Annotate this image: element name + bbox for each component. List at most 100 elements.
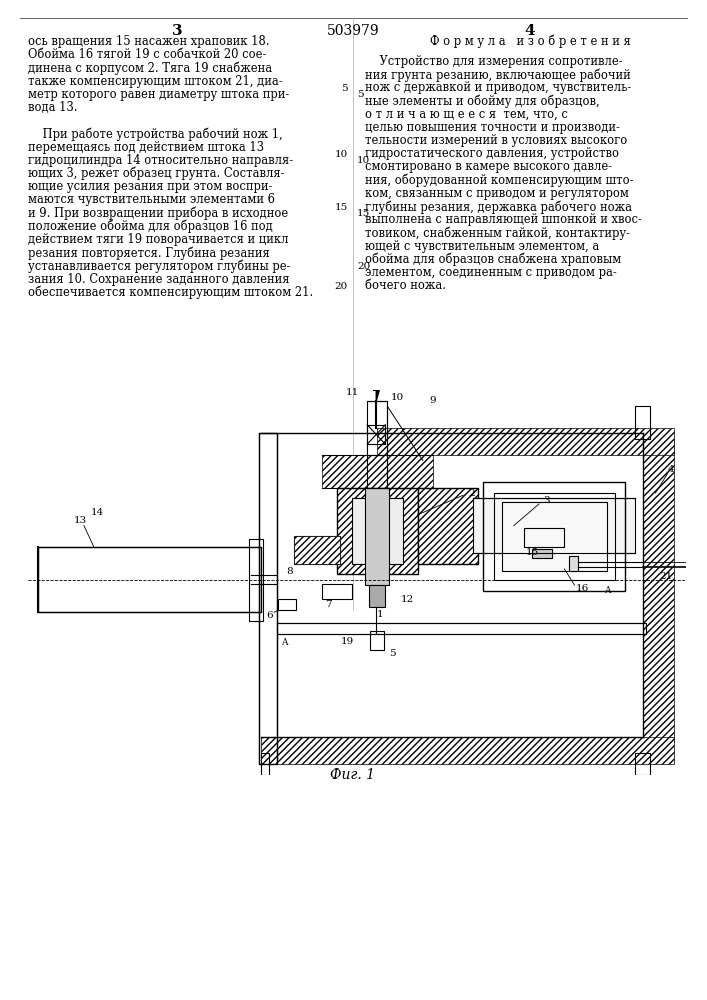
Text: действием тяги 19 поворачивается и цикл: действием тяги 19 поворачивается и цикл: [28, 233, 288, 246]
Bar: [524, 528, 564, 547]
Bar: [294, 536, 340, 564]
Bar: [352, 498, 402, 564]
Text: выполнена с направляющей шпонкой и хвос-: выполнена с направляющей шпонкой и хвос-: [365, 213, 642, 226]
Text: элементом, соединенным с приводом ра-: элементом, соединенным с приводом ра-: [365, 266, 617, 279]
Text: перемещаясь под действием штока 13: перемещаясь под действием штока 13: [28, 141, 264, 154]
Text: резания повторяется. Глубина резания: резания повторяется. Глубина резания: [28, 246, 270, 260]
Bar: [635, 406, 650, 439]
Text: обойма для образцов снабжена храповым: обойма для образцов снабжена храповым: [365, 253, 621, 266]
Bar: [322, 455, 433, 488]
Bar: [367, 425, 385, 444]
Text: 5: 5: [357, 90, 363, 99]
Text: 3: 3: [172, 24, 182, 38]
Bar: [378, 428, 674, 455]
Text: Устройство для измерения сопротивле-: Устройство для измерения сопротивле-: [365, 55, 623, 68]
Bar: [370, 631, 385, 650]
Bar: [569, 556, 578, 571]
Bar: [369, 585, 385, 607]
Text: смонтировано в камере высокого давле-: смонтировано в камере высокого давле-: [365, 160, 612, 173]
Text: 1: 1: [377, 610, 384, 619]
Bar: [418, 488, 479, 564]
Bar: [502, 502, 607, 571]
Text: ные элементы и обойму для образцов,: ные элементы и обойму для образцов,: [365, 94, 600, 108]
Text: 16: 16: [576, 584, 589, 593]
Text: 10: 10: [357, 156, 370, 165]
Text: нож с державкой и приводом, чувствитель-: нож с державкой и приводом, чувствитель-: [365, 81, 631, 94]
Text: целью повышения точности и производи-: целью повышения точности и производи-: [365, 121, 620, 134]
Bar: [278, 599, 296, 610]
Bar: [38, 547, 261, 612]
Text: 4: 4: [667, 465, 674, 474]
Text: 15: 15: [525, 548, 539, 557]
Polygon shape: [373, 390, 379, 401]
Bar: [418, 488, 479, 564]
Text: A: A: [281, 638, 288, 647]
Text: и 9. При возвращении прибора в исходное: и 9. При возвращении прибора в исходное: [28, 207, 288, 220]
Text: Ф о р м у л а   и з о б р е т е н и я: Ф о р м у л а и з о б р е т е н и я: [430, 35, 631, 48]
Bar: [259, 433, 277, 764]
Text: ющих 3, режет образец грунта. Составля-: ющих 3, режет образец грунта. Составля-: [28, 167, 284, 180]
Text: 19: 19: [340, 637, 354, 646]
Text: 20: 20: [357, 262, 370, 271]
Bar: [337, 488, 418, 574]
Text: Фиг. 1: Фиг. 1: [330, 768, 375, 782]
Text: ния, оборудованной компенсирующим што-: ния, оборудованной компенсирующим што-: [365, 174, 633, 187]
Bar: [367, 401, 387, 488]
Text: 14: 14: [90, 508, 104, 517]
Bar: [261, 753, 269, 775]
Bar: [249, 539, 263, 621]
Text: тельности измерений в условиях высокого: тельности измерений в условиях высокого: [365, 134, 627, 147]
Text: 15: 15: [357, 209, 370, 218]
Text: 15: 15: [334, 203, 348, 212]
Text: ющие усилия резания при этом воспри-: ющие усилия резания при этом воспри-: [28, 180, 272, 193]
Bar: [322, 584, 352, 599]
Text: 10: 10: [334, 150, 348, 159]
Bar: [261, 737, 674, 764]
Text: зания 10. Сохранение заданного давления: зания 10. Сохранение заданного давления: [28, 273, 289, 286]
Text: устанавливается регулятором глубины ре-: устанавливается регулятором глубины ре-: [28, 259, 291, 273]
Text: 21: 21: [659, 572, 672, 581]
Text: 7: 7: [325, 600, 332, 609]
Text: 8: 8: [286, 567, 293, 576]
Text: ось вращения 15 насажен храповик 18.: ось вращения 15 насажен храповик 18.: [28, 35, 269, 48]
Bar: [643, 439, 674, 742]
Text: ния грунта резанию, включающее рабочий: ния грунта резанию, включающее рабочий: [365, 68, 631, 82]
Bar: [635, 753, 650, 775]
Text: 9: 9: [430, 396, 436, 405]
Bar: [337, 488, 418, 574]
Text: бочего ножа.: бочего ножа.: [365, 279, 446, 292]
Bar: [493, 493, 615, 580]
Text: 12: 12: [401, 595, 414, 604]
Text: товиком, снабженным гайкой, контактиру-: товиком, снабженным гайкой, контактиру-: [365, 226, 630, 240]
Bar: [365, 488, 390, 585]
Text: 10: 10: [391, 393, 404, 402]
Text: о т л и ч а ю щ е е с я  тем, что, с: о т л и ч а ю щ е е с я тем, что, с: [365, 108, 568, 121]
Text: 4: 4: [525, 24, 535, 38]
Text: положение обойма для образцов 16 под: положение обойма для образцов 16 под: [28, 220, 273, 233]
Text: Обойма 16 тягой 19 с собачкой 20 сое-: Обойма 16 тягой 19 с собачкой 20 сое-: [28, 48, 267, 61]
Text: ющей с чувствительным элементом, а: ющей с чувствительным элементом, а: [365, 240, 600, 253]
Text: 11: 11: [345, 388, 358, 397]
Text: 503979: 503979: [327, 24, 380, 38]
Text: 3: 3: [543, 496, 549, 505]
Text: гидроцилиндра 14 относительно направля-: гидроцилиндра 14 относительно направля-: [28, 154, 293, 167]
Text: глубины резания, державка рабочего ножа: глубины резания, державка рабочего ножа: [365, 200, 632, 214]
Text: также компенсирующим штоком 21, диа-: также компенсирующим штоком 21, диа-: [28, 75, 283, 88]
Text: динена с корпусом 2. Тяга 19 снабжена: динена с корпусом 2. Тяга 19 снабжена: [28, 61, 272, 75]
Text: A: A: [604, 586, 610, 595]
Bar: [277, 623, 646, 634]
Text: При работе устройства рабочий нож 1,: При работе устройства рабочий нож 1,: [28, 127, 283, 141]
Text: гидростатического давления, устройство: гидростатического давления, устройство: [365, 147, 619, 160]
Text: 20: 20: [334, 282, 348, 291]
Text: маются чувствительными элементами 6: маются чувствительными элементами 6: [28, 193, 275, 206]
Text: 5: 5: [389, 649, 396, 658]
Bar: [532, 549, 552, 558]
Text: ком, связанным с приводом и регулятором: ком, связанным с приводом и регулятором: [365, 187, 629, 200]
Text: 5: 5: [341, 84, 348, 93]
Text: метр которого равен диаметру штока при-: метр которого равен диаметру штока при-: [28, 88, 289, 101]
Text: обеспечивается компенсирующим штоком 21.: обеспечивается компенсирующим штоком 21.: [28, 286, 313, 299]
Bar: [484, 482, 625, 591]
Text: 6: 6: [267, 611, 273, 620]
Text: вода 13.: вода 13.: [28, 101, 78, 114]
Bar: [294, 536, 340, 564]
